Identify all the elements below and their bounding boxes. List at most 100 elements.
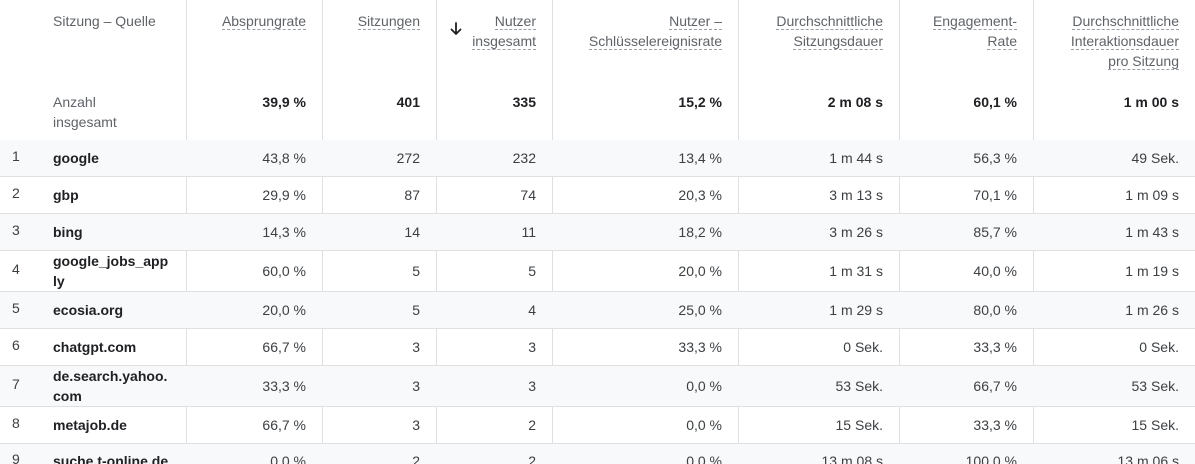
header-avg-engagement-line2: Interaktionsdauer [1070, 33, 1179, 50]
header-bounce-rate[interactable]: Absprungrate [221, 11, 306, 31]
row-bounce-rate: 0,0 % [270, 453, 306, 464]
row-index: 8 [12, 415, 20, 431]
header-sessions[interactable]: Sitzungen [357, 11, 420, 31]
row-key-event-rate: 25,0 % [678, 302, 722, 318]
row-bounce-rate: 14,3 % [262, 224, 306, 240]
row-avg-session-duration: 53 Sek. [835, 378, 883, 394]
header-total-users-line1: Nutzer [494, 13, 536, 30]
totals-bounce-rate: 39,9 % [262, 94, 306, 110]
header-key-event-rate-line1: Nutzer – [669, 13, 722, 30]
header-total-users-line2: insgesamt [472, 33, 536, 50]
table-row[interactable]: 2 gbp 29,9 % 87 74 20,3 % 3 m 13 s 70,1 … [0, 177, 1195, 214]
totals-key-event-rate: 15,2 % [678, 94, 722, 110]
row-source: metajob.de [53, 417, 127, 433]
row-index: 5 [12, 300, 20, 316]
header-avg-session-duration-line1: Durchschnittliche [776, 13, 883, 30]
row-index: 1 [12, 148, 20, 164]
header-engagement-rate-line2: Rate [987, 33, 1017, 50]
header-engagement-rate[interactable]: Engagement- Rate [932, 11, 1017, 51]
row-sessions: 3 [412, 378, 420, 394]
table-row[interactable]: 4 google_jobs_apply 60,0 % 5 5 20,0 % 1 … [0, 251, 1195, 292]
row-source: google [53, 150, 99, 166]
row-bounce-rate: 29,9 % [262, 187, 306, 203]
table-row[interactable]: 3 bing 14,3 % 14 11 18,2 % 3 m 26 s 85,7… [0, 214, 1195, 251]
row-source: bing [53, 224, 83, 240]
header-total-users[interactable]: Nutzer insgesamt [472, 11, 536, 51]
row-avg-session-duration: 13 m 08 s [821, 453, 883, 464]
row-total-users: 74 [520, 187, 536, 203]
table-header: Sitzung – Quelle Absprungrate Sitzungen … [0, 0, 1195, 80]
row-engagement-rate: 70,1 % [973, 187, 1017, 203]
row-sessions: 87 [404, 187, 420, 203]
totals-sessions: 401 [396, 94, 420, 110]
header-source[interactable]: Sitzung – Quelle [53, 11, 156, 31]
row-engagement-rate: 100,0 % [965, 453, 1017, 464]
row-index: 9 [12, 451, 20, 464]
row-avg-engagement: 53 Sek. [1131, 378, 1179, 394]
row-source: de.search.yahoo.com [53, 368, 168, 404]
header-key-event-rate-line2: Schlüsselereignisrate [588, 33, 722, 50]
table-row[interactable]: 9 suche.t-online.de 0,0 % 2 2 0,0 % 13 m… [0, 444, 1195, 464]
row-key-event-rate: 0,0 % [686, 417, 722, 433]
row-total-users: 4 [528, 302, 536, 318]
row-engagement-rate: 33,3 % [973, 339, 1017, 355]
row-total-users: 2 [528, 417, 536, 433]
row-engagement-rate: 85,7 % [973, 224, 1017, 240]
row-source: suche.t-online.de [53, 453, 169, 464]
row-source: chatgpt.com [53, 339, 137, 355]
row-index: 2 [12, 185, 20, 201]
row-source: ecosia.org [53, 302, 124, 318]
table-row[interactable]: 8 metajob.de 66,7 % 3 2 0,0 % 15 Sek. 33… [0, 407, 1195, 444]
row-avg-engagement: 1 m 19 s [1125, 263, 1179, 279]
row-total-users: 232 [512, 150, 536, 166]
row-avg-engagement: 1 m 09 s [1125, 187, 1179, 203]
table-row[interactable]: 1 google 43,8 % 272 232 13,4 % 1 m 44 s … [0, 140, 1195, 177]
row-source: gbp [53, 187, 79, 203]
row-bounce-rate: 43,8 % [262, 150, 306, 166]
row-avg-session-duration: 1 m 31 s [829, 263, 883, 279]
row-total-users: 2 [528, 453, 536, 464]
table-row[interactable]: 6 chatgpt.com 66,7 % 3 3 33,3 % 0 Sek. 3… [0, 329, 1195, 366]
header-engagement-rate-line1: Engagement- [932, 13, 1017, 30]
header-avg-session-duration[interactable]: Durchschnittliche Sitzungsdauer [776, 11, 883, 51]
totals-engagement-rate: 60,1 % [973, 94, 1017, 110]
row-key-event-rate: 0,0 % [686, 453, 722, 464]
row-avg-engagement: 0 Sek. [1139, 339, 1179, 355]
row-avg-engagement: 13 m 06 s [1117, 453, 1179, 464]
totals-avg-engagement: 1 m 00 s [1123, 94, 1179, 110]
row-engagement-rate: 80,0 % [973, 302, 1017, 318]
totals-total-users: 335 [512, 94, 536, 110]
row-engagement-rate: 66,7 % [973, 378, 1017, 394]
row-sessions: 272 [396, 150, 420, 166]
row-avg-engagement: 15 Sek. [1131, 417, 1179, 433]
row-index: 6 [12, 337, 20, 353]
header-avg-engagement-line3: pro Sitzung [1108, 53, 1179, 70]
row-index: 7 [12, 376, 20, 392]
row-sessions: 3 [412, 339, 420, 355]
table-row[interactable]: 5 ecosia.org 20,0 % 5 4 25,0 % 1 m 29 s … [0, 292, 1195, 329]
row-sessions: 14 [404, 224, 420, 240]
row-key-event-rate: 20,0 % [678, 263, 722, 279]
table-row[interactable]: 7 de.search.yahoo.com 33,3 % 3 3 0,0 % 5… [0, 366, 1195, 407]
row-key-event-rate: 20,3 % [678, 187, 722, 203]
row-sessions: 5 [412, 302, 420, 318]
row-key-event-rate: 0,0 % [686, 378, 722, 394]
row-avg-session-duration: 3 m 26 s [829, 224, 883, 240]
row-key-event-rate: 13,4 % [678, 150, 722, 166]
row-avg-session-duration: 3 m 13 s [829, 187, 883, 203]
totals-row: Anzahl insgesamt 39,9 % 401 335 15,2 % 2… [0, 80, 1195, 141]
header-key-event-rate[interactable]: Nutzer – Schlüsselereignisrate [588, 11, 722, 51]
header-avg-session-duration-line2: Sitzungsdauer [793, 33, 883, 50]
header-avg-engagement-time[interactable]: Durchschnittliche Interaktionsdauer pro … [1070, 11, 1179, 71]
arrow-down-icon[interactable] [448, 21, 464, 37]
row-total-users: 5 [528, 263, 536, 279]
row-sessions: 5 [412, 263, 420, 279]
row-source: google_jobs_apply [53, 253, 169, 289]
row-engagement-rate: 33,3 % [973, 417, 1017, 433]
row-total-users: 11 [521, 224, 536, 240]
row-bounce-rate: 60,0 % [262, 263, 306, 279]
totals-avg-session-duration: 2 m 08 s [827, 94, 883, 110]
row-total-users: 3 [528, 378, 536, 394]
row-avg-engagement: 49 Sek. [1131, 150, 1179, 166]
